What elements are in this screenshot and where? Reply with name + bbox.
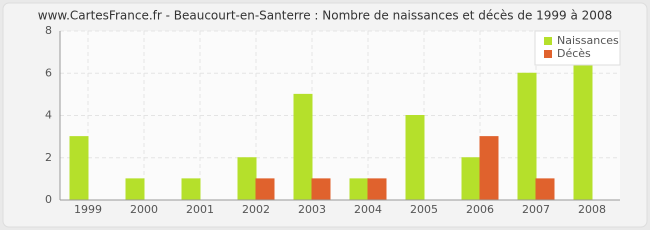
bar — [237, 157, 257, 201]
bar — [181, 178, 201, 201]
bar — [311, 178, 331, 201]
legend-box — [534, 30, 621, 66]
y-tick-label: 0 — [45, 193, 52, 206]
bar — [69, 136, 89, 201]
y-tick-label: 6 — [45, 66, 52, 79]
x-tick-label: 2005 — [410, 203, 438, 216]
y-tick-label: 2 — [45, 151, 52, 164]
legend-swatch — [544, 50, 552, 58]
bar — [517, 72, 537, 201]
bar — [293, 93, 313, 201]
legend-label: Naissances — [557, 34, 619, 47]
x-tick-label: 2001 — [186, 203, 214, 216]
x-tick-label: 2007 — [522, 203, 550, 216]
legend-swatch — [544, 37, 552, 45]
bar — [255, 178, 275, 201]
y-tick-label: 4 — [45, 109, 52, 122]
x-tick-label: 2004 — [354, 203, 382, 216]
bar — [405, 115, 425, 201]
x-tick-label: 2003 — [298, 203, 326, 216]
x-tick-label: 1999 — [74, 203, 102, 216]
bar — [461, 157, 481, 201]
bar — [349, 178, 369, 201]
bar — [479, 136, 499, 201]
bar — [367, 178, 387, 201]
y-tick-label: 8 — [45, 24, 52, 37]
chart-title: www.CartesFrance.fr - Beaucourt-en-Sante… — [38, 9, 612, 23]
bar — [573, 51, 593, 201]
chart: www.CartesFrance.fr - Beaucourt-en-Sante… — [0, 0, 650, 230]
legend-label: Décès — [557, 47, 591, 60]
x-tick-label: 2008 — [578, 203, 606, 216]
bar — [125, 178, 145, 201]
x-tick-label: 2000 — [130, 203, 158, 216]
x-tick-label: 2002 — [242, 203, 270, 216]
x-tick-label: 2006 — [466, 203, 494, 216]
bar — [535, 178, 555, 201]
